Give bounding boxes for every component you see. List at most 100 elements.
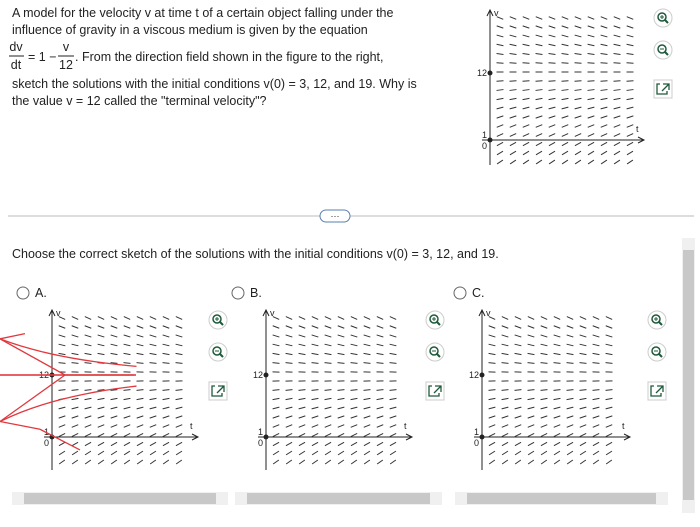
field-dash: [123, 389, 131, 391]
field-dash: [501, 433, 509, 437]
field-dash: [509, 43, 517, 47]
field-dash: [548, 150, 556, 156]
field-dash: [149, 459, 157, 465]
field-dash: [566, 441, 574, 447]
problem-line: sketch the solutions with the initial co…: [12, 77, 417, 91]
field-dash: [488, 334, 496, 338]
field-dash: [535, 89, 543, 91]
field-dash: [566, 325, 574, 329]
field-dash: [337, 441, 345, 447]
field-dash: [600, 124, 608, 128]
eq-den: 12: [59, 58, 73, 72]
field-dash: [311, 352, 319, 356]
zoom-in[interactable]: [647, 310, 667, 330]
field-dash: [540, 316, 548, 320]
field-dash: [71, 433, 79, 437]
field-dash: [579, 316, 587, 320]
field-dash: [175, 424, 183, 428]
field-dash: [553, 334, 561, 338]
field-dash: [522, 150, 530, 156]
field-dash: [579, 343, 587, 347]
zoom-in[interactable]: [208, 310, 228, 330]
field-dash: [162, 406, 170, 410]
field-dash: [501, 352, 509, 356]
field-dash: [272, 424, 280, 428]
field-dash: [298, 352, 306, 356]
axis-label: v: [486, 308, 491, 318]
field-dash: [337, 415, 345, 419]
field-dash: [587, 115, 595, 119]
field-dash: [350, 459, 358, 465]
field-dash: [97, 397, 105, 401]
zoom-out[interactable]: [647, 342, 667, 362]
field-dash: [613, 106, 621, 110]
tick-label: 12: [253, 370, 263, 380]
field-dash: [605, 450, 613, 456]
field-dash: [350, 415, 358, 419]
field-dash: [488, 450, 496, 456]
field-dash: [311, 406, 319, 410]
field-dash: [123, 450, 131, 456]
field-dash: [136, 450, 144, 456]
zoom-out[interactable]: [208, 342, 228, 362]
field-dash: [613, 25, 621, 29]
radio[interactable]: [453, 286, 467, 300]
radio[interactable]: [16, 286, 30, 300]
field-dash: [514, 397, 522, 401]
scrollbar-thumb[interactable]: [24, 493, 216, 504]
scrollbar-thumb[interactable]: [247, 493, 430, 504]
zoom-in[interactable]: [425, 310, 445, 330]
field-dash: [389, 334, 397, 338]
field-dash: [496, 62, 504, 64]
field-dash: [350, 424, 358, 428]
field-dash: [587, 25, 595, 29]
field-dash: [553, 325, 561, 329]
field-dash: [84, 362, 92, 364]
scrollbar-thumb[interactable]: [683, 250, 694, 500]
field-dash: [376, 415, 384, 419]
field-dash: [97, 406, 105, 410]
field-dash: [605, 362, 613, 364]
field-dash: [540, 415, 548, 419]
field-dash: [548, 43, 556, 47]
field-dash: [110, 406, 118, 410]
field-dash: [175, 433, 183, 437]
field-dash: [110, 441, 118, 447]
field-dash: [579, 450, 587, 456]
field-dash: [123, 441, 131, 447]
field-dash: [527, 459, 535, 465]
field-dash: [298, 343, 306, 347]
field-dash: [561, 150, 569, 156]
field-dash: [561, 115, 569, 119]
field-dash: [553, 397, 561, 401]
zoom-out[interactable]: [653, 40, 673, 60]
field-dash: [350, 316, 358, 320]
field-dash: [496, 133, 504, 137]
field-dash: [626, 62, 634, 64]
field-dash: [363, 406, 371, 410]
field-dash: [496, 34, 504, 38]
field-dash: [535, 124, 543, 128]
zoom-out[interactable]: [425, 342, 445, 362]
field-dash: [553, 406, 561, 410]
field-dash: [522, 43, 530, 47]
scrollbar-thumb[interactable]: [467, 493, 656, 504]
field-dash: [553, 459, 561, 465]
more-button[interactable]: [319, 209, 351, 223]
field-dash: [311, 459, 319, 465]
radio[interactable]: [231, 286, 245, 300]
field-dash: [501, 397, 509, 401]
field-dash: [626, 106, 634, 110]
field-dash: [149, 424, 157, 428]
field-dash: [501, 316, 509, 320]
field-dash: [136, 352, 144, 356]
zoom-in[interactable]: [653, 8, 673, 28]
field-dash: [496, 150, 504, 156]
field-dash: [136, 433, 144, 437]
field-dash: [363, 334, 371, 338]
field-dash: [553, 424, 561, 428]
field-dash: [84, 325, 92, 329]
field-dash: [389, 389, 397, 391]
field-dash: [535, 62, 543, 64]
